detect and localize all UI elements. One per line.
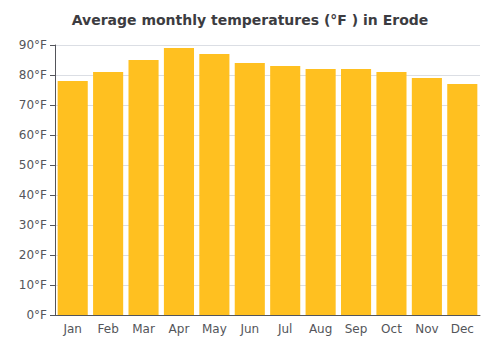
svg-text:20°F: 20°F xyxy=(19,248,47,262)
svg-text:Apr: Apr xyxy=(169,322,190,336)
svg-text:Dec: Dec xyxy=(451,322,474,336)
svg-text:Jul: Jul xyxy=(277,322,292,336)
svg-text:50°F: 50°F xyxy=(19,158,47,172)
svg-text:Jan: Jan xyxy=(62,322,82,336)
svg-text:Mar: Mar xyxy=(132,322,155,336)
svg-text:60°F: 60°F xyxy=(19,128,47,142)
svg-text:Average monthly temperatures (: Average monthly temperatures (°F ) in Er… xyxy=(72,12,429,28)
svg-text:90°F: 90°F xyxy=(19,38,47,52)
svg-text:Sep: Sep xyxy=(345,322,368,336)
svg-text:Oct: Oct xyxy=(381,322,402,336)
svg-text:40°F: 40°F xyxy=(19,188,47,202)
svg-text:70°F: 70°F xyxy=(19,98,47,112)
svg-text:May: May xyxy=(202,322,227,336)
svg-text:Nov: Nov xyxy=(415,322,438,336)
svg-text:Jun: Jun xyxy=(239,322,259,336)
svg-text:Aug: Aug xyxy=(309,322,332,336)
svg-text:30°F: 30°F xyxy=(19,218,47,232)
svg-text:Feb: Feb xyxy=(98,322,119,336)
svg-text:80°F: 80°F xyxy=(19,68,47,82)
svg-text:0°F: 0°F xyxy=(26,308,47,322)
svg-text:10°F: 10°F xyxy=(19,278,47,292)
